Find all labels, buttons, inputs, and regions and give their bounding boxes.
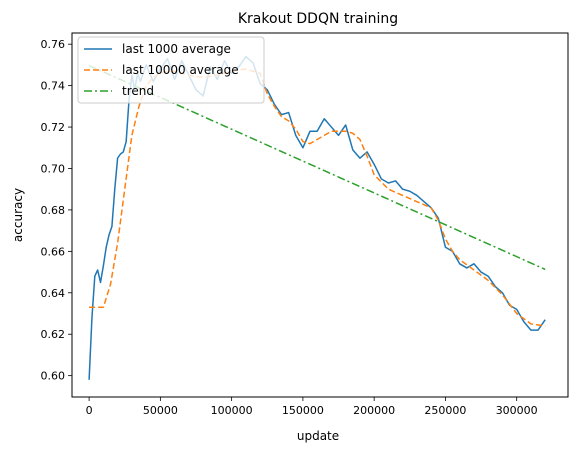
x-tick-label: 150000 (282, 404, 324, 417)
y-axis: 0.60 0.62 0.64 0.66 0.68 0.70 0.72 0.74 0.76 (41, 38, 72, 383)
legend-label-3: trend (122, 84, 154, 98)
y-tick-label: 0.74 (41, 80, 66, 93)
x-tick-label: 100000 (211, 404, 253, 417)
x-tick-label: 250000 (424, 404, 466, 417)
y-axis-label: accuracy (11, 188, 25, 242)
x-axis-label: update (297, 429, 339, 443)
legend: last 1000 average last 10000 average trend (77, 36, 265, 104)
y-tick-label: 0.72 (41, 121, 66, 134)
series-line-1 (88, 55, 546, 380)
legend-label-2: last 10000 average (122, 63, 239, 77)
plot-frame (71, 32, 569, 398)
y-tick-label: 0.60 (41, 370, 66, 383)
legend-box (77, 36, 265, 104)
series-layer (88, 55, 546, 380)
y-tick-label: 0.66 (41, 245, 66, 258)
legend-label-1: last 1000 average (122, 42, 231, 56)
y-tick-label: 0.62 (41, 328, 66, 341)
x-tick-label: 200000 (353, 404, 395, 417)
chart-title: Krakout DDQN training (238, 11, 398, 27)
x-tick-label: 0 (86, 404, 93, 417)
y-tick-label: 0.76 (41, 38, 66, 51)
y-tick-label: 0.68 (41, 204, 66, 217)
x-tick-label: 300000 (496, 404, 538, 417)
x-axis: 0 50000 100000 150000 200000 250000 300000 (86, 397, 538, 417)
series-line-2 (89, 68, 546, 327)
y-tick-label: 0.64 (41, 287, 66, 300)
x-tick-label: 50000 (143, 404, 178, 417)
y-tick-label: 0.70 (41, 162, 66, 175)
